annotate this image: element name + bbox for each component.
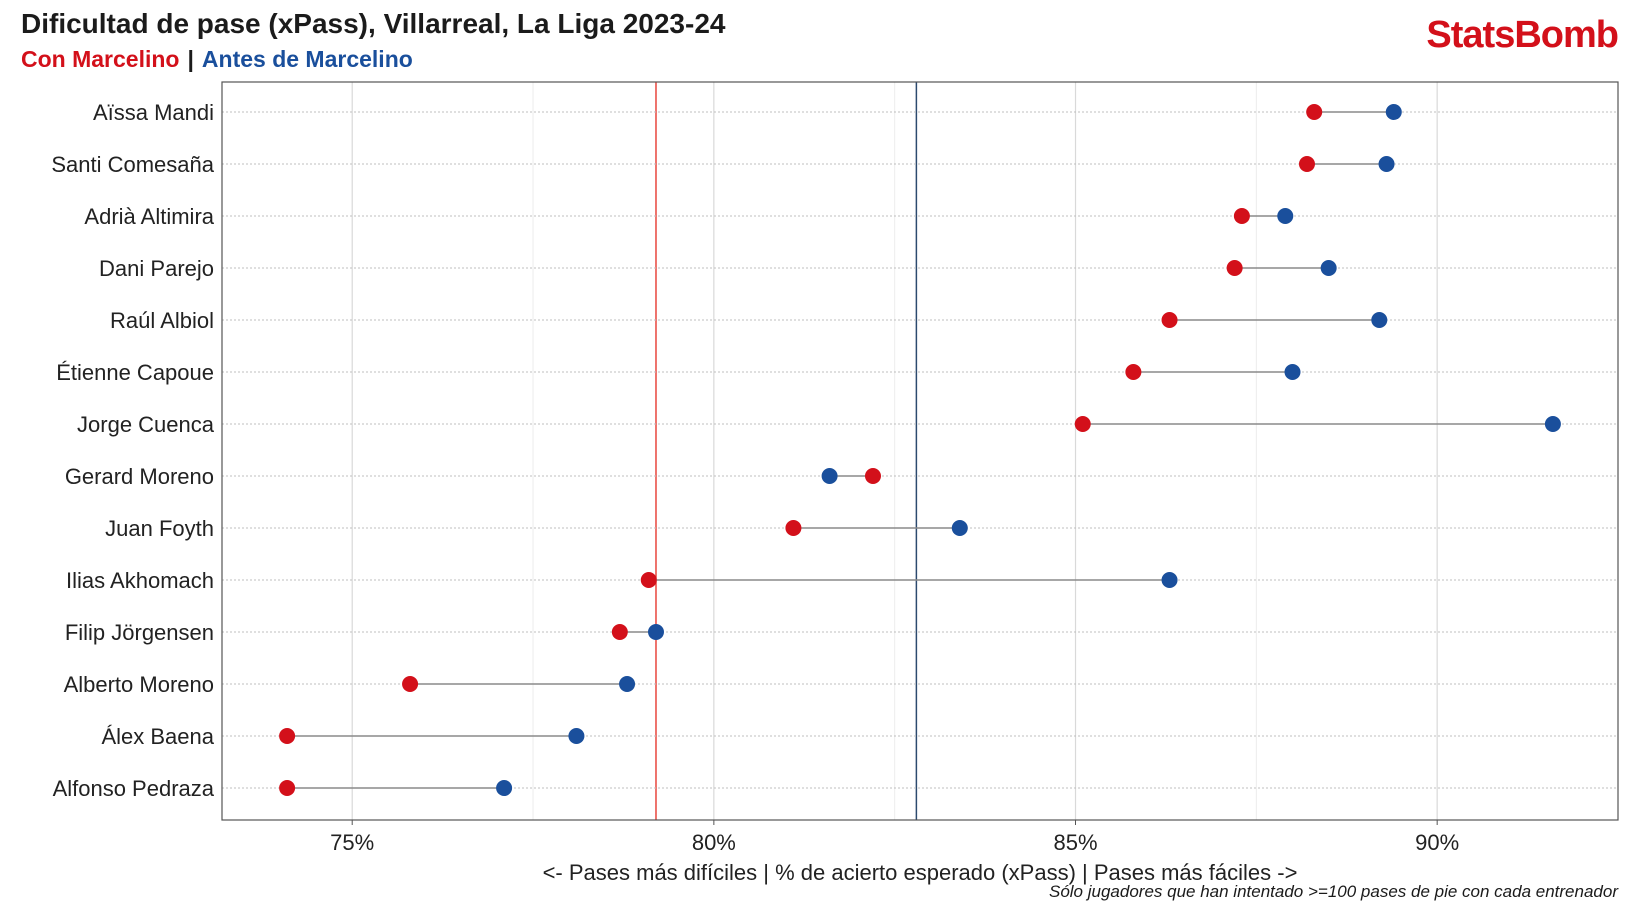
point-antes-marcelino (568, 728, 585, 744)
x-tick-label: 75% (330, 830, 374, 855)
statsbomb-logo: StatsBomb (1426, 14, 1619, 56)
player-label: Santi Comesaña (51, 152, 214, 177)
point-con-marcelino (1306, 104, 1323, 120)
player-label: Alberto Moreno (64, 672, 214, 697)
point-con-marcelino (402, 676, 419, 692)
footnote: Sólo jugadores que han intentado >=100 p… (1048, 882, 1618, 901)
point-antes-marcelino (821, 468, 838, 484)
chart-title: Dificultad de pase (xPass), Villarreal, … (21, 8, 726, 39)
point-con-marcelino (1298, 156, 1315, 172)
point-con-marcelino (611, 624, 628, 640)
player-label: Aïssa Mandi (93, 100, 214, 125)
legend-antes-marcelino: Antes de Marcelino (201, 46, 413, 72)
point-con-marcelino (640, 572, 657, 588)
point-con-marcelino (1226, 260, 1243, 276)
point-antes-marcelino (1371, 312, 1388, 328)
point-antes-marcelino (1284, 364, 1301, 380)
player-label: Jorge Cuenca (77, 412, 215, 437)
point-con-marcelino (785, 520, 802, 536)
point-con-marcelino (279, 780, 296, 796)
point-antes-marcelino (647, 624, 664, 640)
point-antes-marcelino (951, 520, 968, 536)
player-label: Dani Parejo (99, 256, 214, 281)
player-label: Alfonso Pedraza (53, 776, 215, 801)
point-antes-marcelino (1385, 104, 1402, 120)
point-antes-marcelino (1161, 572, 1178, 588)
point-antes-marcelino (496, 780, 513, 796)
player-label: Ilias Akhomach (66, 568, 214, 593)
point-antes-marcelino (1277, 208, 1294, 224)
point-antes-marcelino (1320, 260, 1337, 276)
plot-border (221, 81, 1619, 821)
legend-con-marcelino: Con Marcelino (21, 46, 180, 72)
legend: Con Marcelino | Antes de Marcelino (21, 46, 413, 73)
point-con-marcelino (279, 728, 296, 744)
player-label: Juan Foyth (105, 516, 214, 541)
player-label: Álex Baena (101, 724, 214, 749)
player-label: Étienne Capoue (56, 360, 214, 385)
x-tick-label: 90% (1415, 830, 1459, 855)
x-tick-label: 85% (1053, 830, 1097, 855)
point-antes-marcelino (619, 676, 636, 692)
point-con-marcelino (1161, 312, 1178, 328)
player-label: Filip Jörgensen (65, 620, 214, 645)
x-tick-label: 80% (692, 830, 736, 855)
x-axis-title: <- Pases más difíciles | % de acierto es… (543, 860, 1298, 885)
point-con-marcelino (1125, 364, 1142, 380)
point-con-marcelino (1233, 208, 1250, 224)
player-label: Raúl Albiol (110, 308, 214, 333)
point-antes-marcelino (1378, 156, 1395, 172)
player-label: Gerard Moreno (65, 464, 214, 489)
point-con-marcelino (1074, 416, 1091, 432)
player-label: Adrià Altimira (84, 204, 214, 229)
point-con-marcelino (864, 468, 881, 484)
legend-separator: | (187, 46, 194, 72)
point-antes-marcelino (1544, 416, 1561, 432)
